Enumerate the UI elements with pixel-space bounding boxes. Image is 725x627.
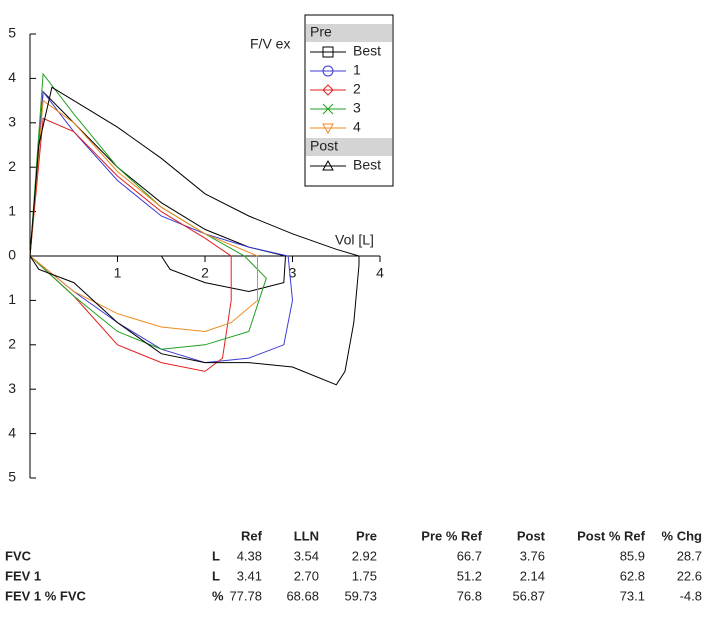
row-label: FVC [5,548,32,563]
table-cell: 2.70 [294,568,319,583]
table-cell: 76.8 [457,588,482,603]
y-tick-label: 3 [8,114,16,130]
legend-label: Best [353,157,381,173]
unit: L [212,548,220,563]
y-tick-label: 5 [8,25,16,41]
legend-group-header [306,138,392,156]
flow-volume-curve [29,90,287,293]
table-cell: 22.6 [677,568,702,583]
legend-marker [322,84,334,96]
legend-label: 4 [353,119,361,135]
legend-label: 3 [353,100,361,116]
table-cell: 56.87 [512,588,545,603]
table-cell: 62.8 [620,568,645,583]
table-cell: 3.54 [294,548,319,563]
x-tick-label: 1 [114,265,122,281]
unit: % [212,588,224,603]
legend-label: Best [353,43,381,59]
table-cell: 77.78 [229,588,262,603]
flow-volume-curve [29,117,232,372]
table-header: Pre % Ref [421,528,482,543]
table-header: Post % Ref [577,528,646,543]
table-cell: 68.68 [286,588,319,603]
table-cell: 3.76 [520,548,545,563]
x-tick-label: 3 [289,265,297,281]
flow-volume-curve [29,72,267,350]
x-tick-label: 4 [376,265,384,281]
table-cell: 2.92 [352,548,377,563]
flow-volume-curve [29,99,258,333]
legend-marker [322,46,334,58]
legend-group-label: Pre [310,24,332,40]
flow-volume-curve [29,86,360,386]
table-header: Pre [356,528,377,543]
table-header: Post [517,528,546,543]
legend-group-header [306,24,392,42]
x-tick-label: 2 [201,265,209,281]
table-cell: 2.14 [520,568,545,583]
legend-group-label: Post [310,138,338,154]
table-cell: 59.73 [344,588,377,603]
legend-box [304,14,394,187]
table-header: Ref [241,528,263,543]
y-tick-label: 1 [8,202,16,218]
flow-volume-curve [29,90,294,364]
legend-marker [322,159,334,171]
table-cell: 66.7 [457,548,482,563]
table-header: LLN [294,528,319,543]
y-tick-label: 1 [8,291,16,307]
legend-marker [322,65,334,77]
table-cell: 4.38 [237,548,262,563]
y-tick-label: 2 [8,336,16,352]
legend-label: 2 [353,81,361,97]
x-axis-label: Vol [L] [335,232,374,248]
legend-marker [322,103,334,115]
axis-title: F/V ex [250,36,290,52]
table-cell: 1.75 [352,568,377,583]
table-cell: 3.41 [237,568,262,583]
table-header: % Chg [662,528,703,543]
table-cell: -4.8 [680,588,702,603]
y-tick-label: 3 [8,380,16,396]
unit: L [212,568,220,583]
y-tick-label: 4 [8,424,16,440]
table-cell: 28.7 [677,548,702,563]
row-label: FEV 1 [5,568,41,583]
table-cell: 85.9 [620,548,645,563]
table-cell: 73.1 [620,588,645,603]
row-label: FEV 1 % FVC [5,588,87,603]
legend-marker [322,123,334,135]
legend-label: 1 [353,62,361,78]
y-tick-label: 2 [8,158,16,174]
y-tick-label: 0 [8,247,16,263]
y-tick-label: 4 [8,69,16,85]
table-cell: 51.2 [457,568,482,583]
y-tick-label: 5 [8,469,16,485]
